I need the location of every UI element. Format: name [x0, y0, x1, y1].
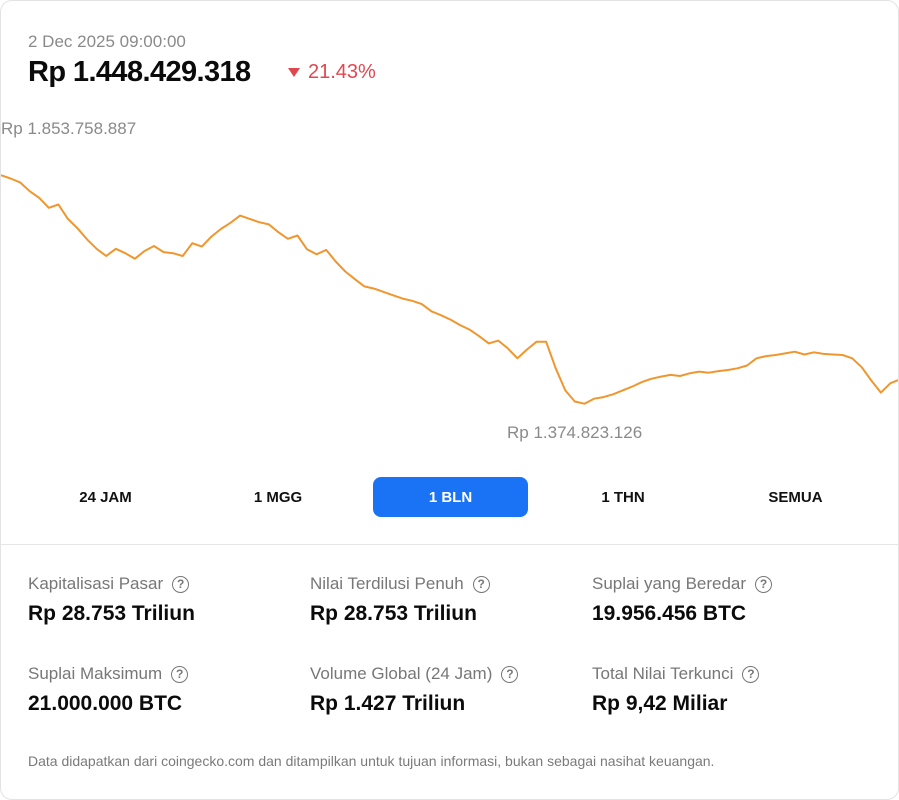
stat-value: Rp 1.427 Triliun — [310, 692, 466, 715]
price-line-chart[interactable] — [1, 111, 899, 451]
help-icon[interactable]: ? — [742, 665, 760, 683]
tab-1-thn[interactable]: 1 THN — [601, 488, 645, 506]
stat-label: Nilai Terdilusi Penuh — [310, 574, 464, 593]
stat-value: Rp 28.753 Triliun — [310, 602, 477, 625]
stat-max-supply: Suplai Maksimum ? 21.000.000 BTC — [28, 664, 298, 716]
help-icon[interactable]: ? — [755, 575, 773, 593]
stat-label: Total Nilai Terkunci — [592, 664, 734, 683]
section-divider — [1, 544, 898, 545]
price-change-percent: 21.43% — [308, 61, 376, 83]
help-icon[interactable]: ? — [472, 575, 490, 593]
tab-24-jam[interactable]: 24 JAM — [79, 488, 132, 506]
stat-global-volume: Volume Global (24 Jam) ? Rp 1.427 Triliu… — [310, 664, 580, 716]
chart-low-label: Rp 1.374.823.126 — [507, 423, 643, 442]
timeframe-tabs: 24 JAM 1 MGG 1 BLN 1 THN SEMUA — [28, 477, 873, 517]
down-triangle-icon — [288, 68, 300, 77]
stat-fully-diluted: Nilai Terdilusi Penuh ? Rp 28.753 Triliu… — [310, 574, 580, 626]
price-timestamp: 2 Dec 2025 09:00:00 — [28, 32, 186, 51]
stat-value: 19.956.456 BTC — [592, 602, 747, 625]
chart-high-label: Rp 1.853.758.887 — [1, 119, 137, 138]
help-icon[interactable]: ? — [172, 575, 190, 593]
price-series-line — [1, 174, 898, 405]
stat-label: Suplai Maksimum — [28, 664, 163, 683]
stat-value: Rp 9,42 Miliar — [592, 692, 728, 715]
tab-semua[interactable]: SEMUA — [768, 488, 823, 506]
stat-total-value-locked: Total Nilai Terkunci ? Rp 9,42 Miliar — [592, 664, 862, 716]
price-change: 21.43% — [288, 61, 376, 84]
help-icon[interactable]: ? — [171, 665, 189, 683]
stat-label: Volume Global (24 Jam) — [310, 664, 493, 683]
stat-label: Suplai yang Beredar — [592, 574, 747, 593]
stat-label: Kapitalisasi Pasar — [28, 574, 164, 593]
tab-1-bln[interactable]: 1 BLN — [373, 477, 528, 517]
tab-1-mgg[interactable]: 1 MGG — [253, 488, 303, 506]
current-price: Rp 1.448.429.318 — [28, 56, 251, 88]
stat-circulating-supply: Suplai yang Beredar ? 19.956.456 BTC — [592, 574, 862, 626]
stat-value: 21.000.000 BTC — [28, 692, 183, 715]
stat-market-cap: Kapitalisasi Pasar ? Rp 28.753 Triliun — [28, 574, 298, 626]
data-disclaimer: Data didapatkan dari coingecko.com dan d… — [28, 753, 715, 769]
help-icon[interactable]: ? — [501, 665, 519, 683]
stat-value: Rp 28.753 Triliun — [28, 602, 195, 625]
